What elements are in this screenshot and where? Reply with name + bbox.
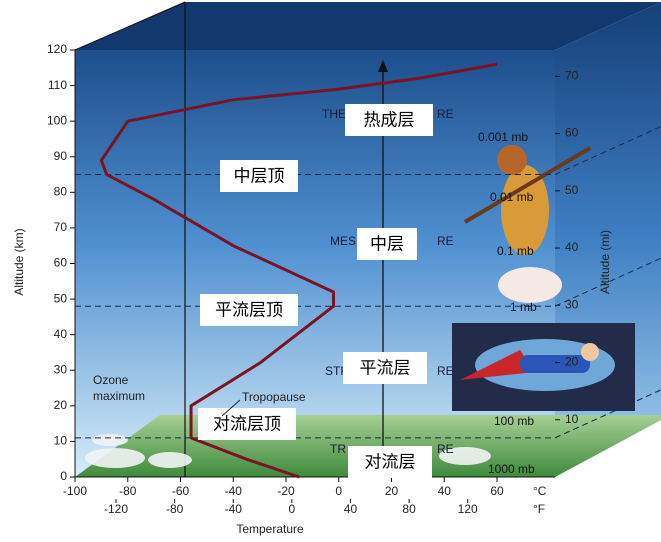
y-tick-label: 90 <box>54 149 68 163</box>
layer-label: 平流层 <box>360 358 411 377</box>
y2-tick-label: 60 <box>565 126 579 140</box>
x-tick-label: -20 <box>277 484 295 498</box>
pressure-label: 0.1 mb <box>497 244 534 258</box>
x-tick-label: 40 <box>438 484 452 498</box>
y-tick-label: 80 <box>54 185 68 199</box>
y2-tick-label: 30 <box>565 297 579 311</box>
layer-label: 中层 <box>370 234 404 253</box>
y2-tick-label: 50 <box>565 183 579 197</box>
x-tick-label: -60 <box>172 484 190 498</box>
x-tick-label: -100 <box>63 484 87 498</box>
pressure-label: 1000 mb <box>488 462 535 476</box>
y-tick-label: 10 <box>54 434 68 448</box>
layer-name-fragment: RE <box>437 364 454 378</box>
y-tick-label: 70 <box>54 220 68 234</box>
y-tick-label: 50 <box>54 291 68 305</box>
layer-name-fragment: RE <box>437 234 454 248</box>
y-tick-label: 0 <box>60 469 67 483</box>
layer-name-fragment: THE <box>322 107 346 121</box>
layer-label-box <box>345 104 433 136</box>
box-top <box>75 2 661 50</box>
layer-label-box <box>348 446 432 478</box>
x2-tick-label: -80 <box>166 502 184 516</box>
y-tick-label: 100 <box>47 113 67 127</box>
x-tick-label: -40 <box>225 484 243 498</box>
y2-tick-label: 20 <box>565 355 579 369</box>
y-tick-label: 30 <box>54 362 68 376</box>
layer-label-box <box>220 160 298 192</box>
x2-tick-label: -120 <box>104 502 128 516</box>
monkey-king-image <box>463 145 592 303</box>
layer-name-fragment: RE <box>437 442 454 456</box>
annotation: Ozone maximum <box>93 373 145 403</box>
arrow-head <box>378 60 388 72</box>
clouds <box>85 434 491 468</box>
x2-tick-label: 0 <box>289 502 296 516</box>
x2-unit: °F <box>533 502 545 516</box>
box-front <box>75 50 555 477</box>
x2-tick-label: 80 <box>402 502 416 516</box>
y-axis-title: Altitude (km) <box>12 228 26 295</box>
x2-tick-label: 40 <box>344 502 358 516</box>
x-tick-label: 60 <box>490 484 504 498</box>
pressure-label: 0.01 mb <box>490 190 534 204</box>
layer-label: 对流层顶 <box>213 414 281 433</box>
annotation-line: maximum <box>93 389 145 403</box>
layer-label: 平流层顶 <box>215 300 283 319</box>
y2-tick-label: 10 <box>565 412 579 426</box>
y2-axis-title: Altitude (mi) <box>598 230 612 294</box>
layer-label: 对流层 <box>365 452 416 471</box>
annotation: Tropopause <box>242 390 306 404</box>
x-axis-title: Temperature <box>236 522 304 536</box>
y-tick-label: 40 <box>54 327 68 341</box>
superman-image <box>452 323 635 411</box>
y-tick-label: 20 <box>54 398 68 412</box>
x-unit: °C <box>533 484 547 498</box>
layer-label-box <box>357 228 417 260</box>
y-tick-label: 60 <box>54 256 68 270</box>
box-edge <box>74 1 186 51</box>
annotation-leader <box>221 399 241 417</box>
layer-label: 中层顶 <box>234 166 285 185</box>
pressure-label: 100 mb <box>494 414 534 428</box>
x-tick-label: -80 <box>119 484 137 498</box>
x2-tick-label: -40 <box>225 502 243 516</box>
layer-name-fragment: RE <box>437 107 454 121</box>
layer-label: 热成层 <box>364 110 415 129</box>
y2-tick-label: 70 <box>565 69 579 83</box>
layer-name-fragment: MES <box>330 234 356 248</box>
x2-tick-label: 120 <box>458 502 478 516</box>
pressure-label: 1 mb <box>510 300 537 314</box>
layer-label-box <box>198 408 296 440</box>
layer-label-box <box>200 294 298 326</box>
layer-label-box <box>343 352 427 384</box>
y-tick-label: 110 <box>48 78 67 92</box>
x-tick-label: 0 <box>335 484 342 498</box>
temperature-line <box>99 62 498 479</box>
pressure-label: 0.001 mb <box>478 130 528 144</box>
y2-tick-label: 40 <box>565 240 579 254</box>
y-tick-label: 120 <box>47 42 67 56</box>
x-tick-label: 20 <box>385 484 399 498</box>
layer-name-fragment: TR <box>330 442 346 456</box>
annotation-line: Ozone <box>93 373 129 387</box>
